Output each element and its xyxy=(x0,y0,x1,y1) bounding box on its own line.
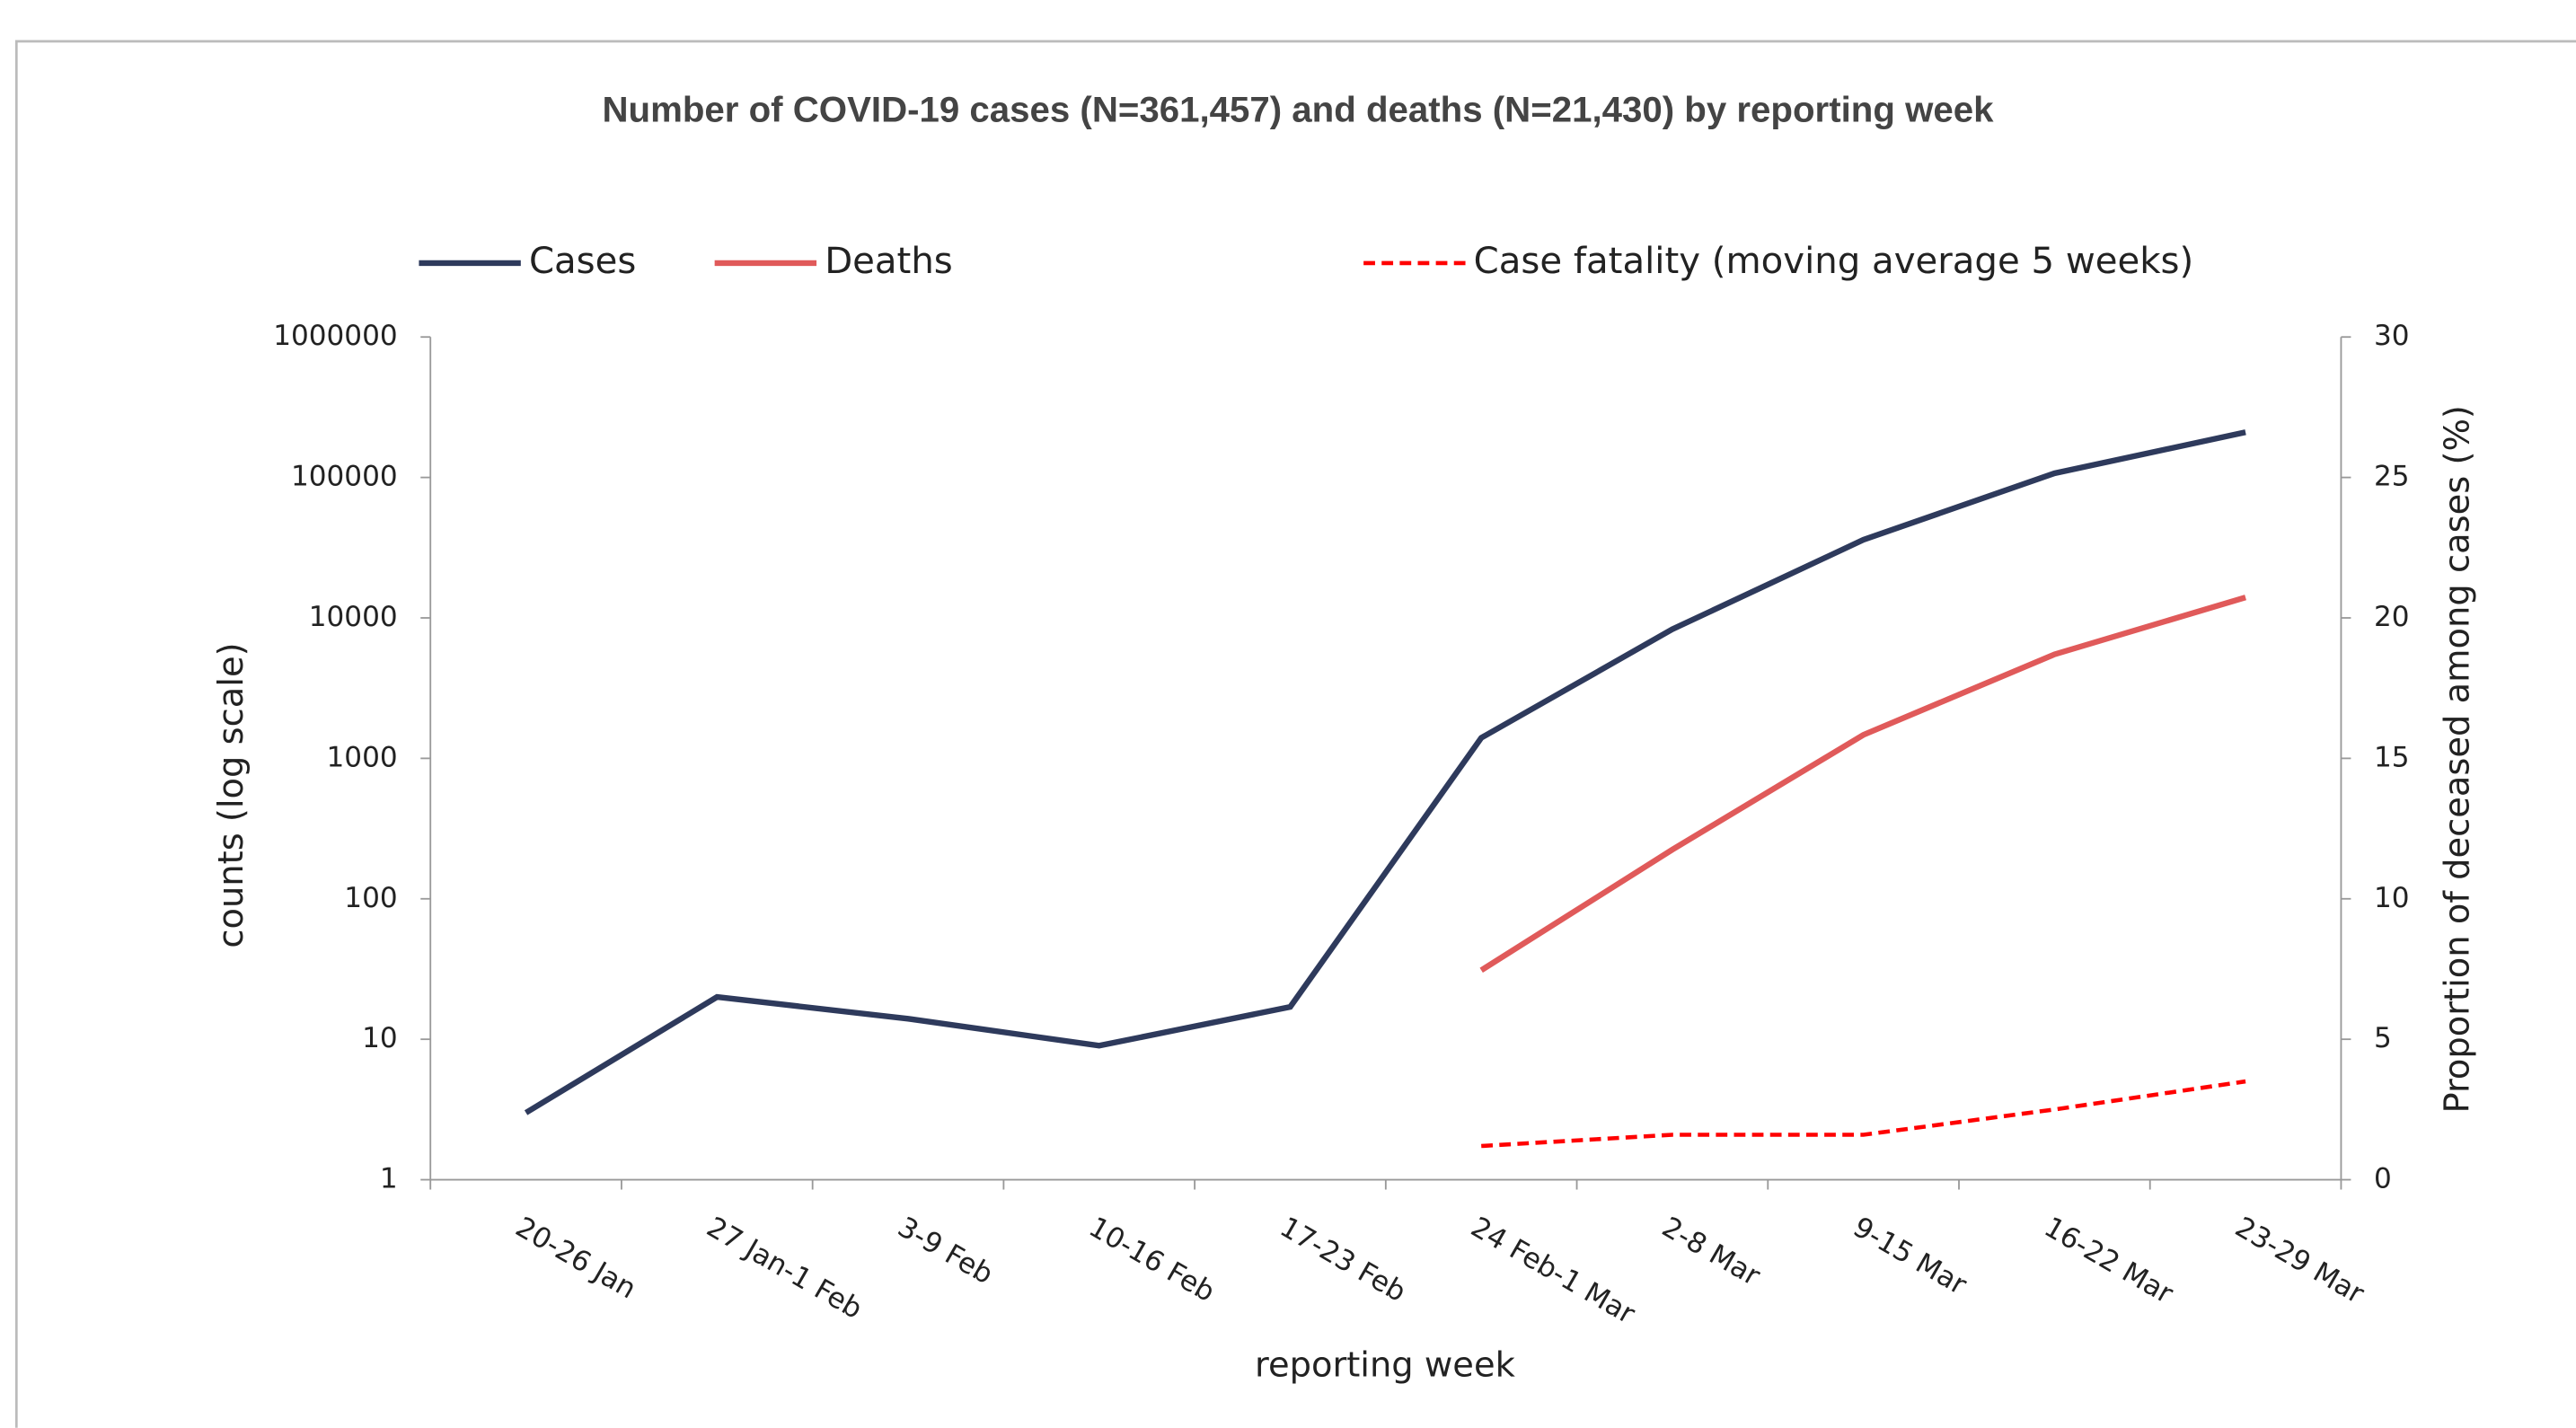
legend-label: Deaths xyxy=(825,241,953,282)
y2-axis-title: Proportion of deceased among cases (%) xyxy=(2438,405,2478,1113)
x-tick-label: 17-23 Feb xyxy=(1275,1211,1411,1309)
x-tick-label: 2-8 Mar xyxy=(1656,1211,1765,1292)
y-tick-label: 1000000 xyxy=(273,320,397,352)
y2-tick-label: 0 xyxy=(2374,1163,2392,1195)
legend-label: Case fatality (moving average 5 weeks) xyxy=(1474,241,2194,282)
series-line xyxy=(1479,595,2246,974)
series-line xyxy=(524,429,2246,1115)
x-tick-label: 24 Feb-1 Mar xyxy=(1466,1211,1641,1330)
chart-title: Number of COVID-19 cases (N=361,457) and… xyxy=(602,89,1994,129)
y-tick-label: 10 xyxy=(362,1022,398,1054)
x-tick-label: 9-15 Mar xyxy=(1848,1211,1972,1301)
y-tick-label: 100000 xyxy=(291,461,398,493)
y2-tick-label: 25 xyxy=(2374,461,2410,493)
series-line xyxy=(1481,1079,2246,1149)
x-tick-label: 23-29 Mar xyxy=(2229,1211,2369,1310)
y2-tick-label: 5 xyxy=(2374,1022,2392,1054)
y-tick-label: 10000 xyxy=(309,601,398,633)
x-axis-title: reporting week xyxy=(1255,1345,1516,1386)
y-tick-label: 1000 xyxy=(327,741,398,773)
x-tick-label: 10-16 Feb xyxy=(1083,1211,1220,1309)
y-axis-title: counts (log scale) xyxy=(211,642,251,948)
frame xyxy=(14,40,2576,1428)
y-tick-label: 1 xyxy=(380,1163,398,1195)
x-tick-label: 27 Jan-1 Feb xyxy=(701,1211,868,1326)
y2-tick-label: 30 xyxy=(2374,320,2410,352)
y2-tick-label: 10 xyxy=(2374,882,2410,914)
x-tick-label: 20-26 Jan xyxy=(510,1211,641,1305)
x-tick-label: 16-22 Mar xyxy=(2039,1211,2179,1310)
legend-label: Cases xyxy=(529,241,636,282)
x-tick-label: 3-9 Feb xyxy=(892,1211,998,1291)
y-tick-label: 100 xyxy=(344,882,397,914)
y2-tick-label: 20 xyxy=(2374,601,2410,633)
y2-tick-label: 15 xyxy=(2374,741,2410,773)
